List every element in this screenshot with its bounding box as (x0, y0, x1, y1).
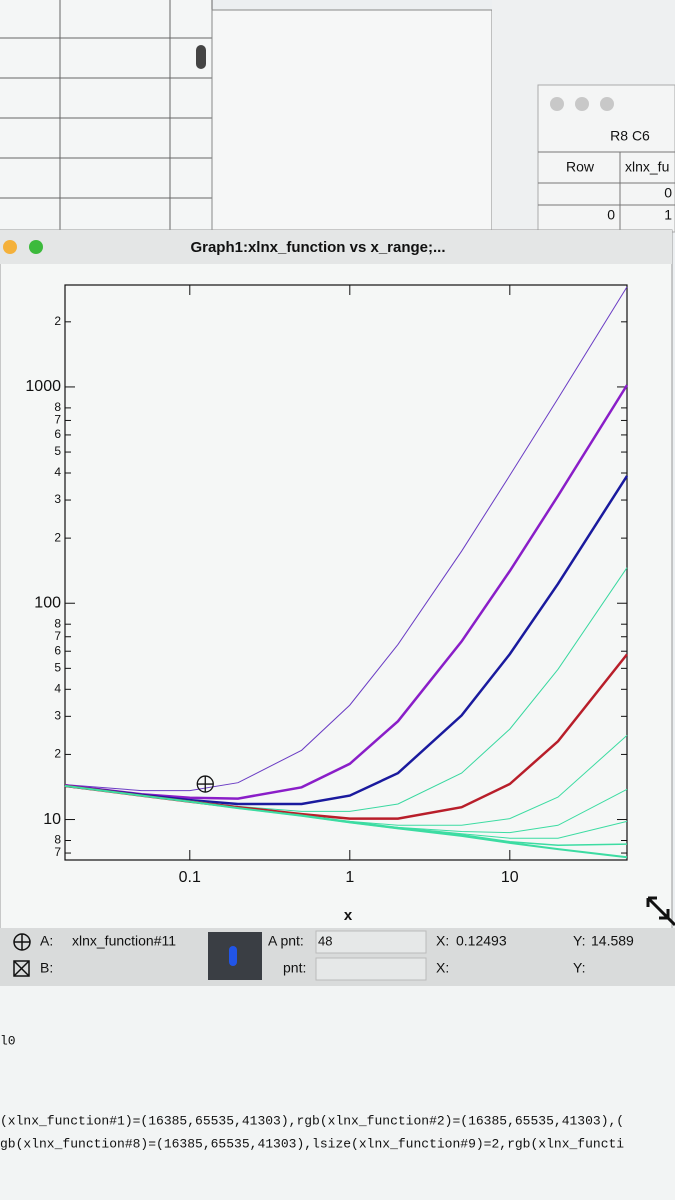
x-tick-label: 1 (345, 869, 354, 886)
series-line (64, 286, 628, 792)
y-tick-label: 2 (54, 747, 61, 761)
slider-thumb[interactable] (229, 946, 237, 966)
plot-frame (64, 284, 628, 861)
cell: 0 (607, 207, 615, 223)
background-window (211, 9, 493, 233)
y-tick-label: 1000 (25, 378, 61, 395)
y-tick-label: 3 (54, 492, 61, 506)
y-tick-label: 7 (54, 845, 61, 859)
cursor-b-icon[interactable] (13, 960, 30, 977)
b-y-label: Y: (573, 960, 585, 976)
series-line (64, 384, 629, 800)
cursor-b-label: B: (40, 960, 53, 976)
command-line: (xlnx_function#1)=(16385,65535,41303),rg… (0, 1113, 624, 1128)
x-tick-label: 0.1 (179, 869, 201, 886)
graph-window (0, 229, 673, 931)
a-x-label: X: (436, 933, 449, 949)
resize-handle[interactable] (646, 896, 675, 927)
title-bar (0, 230, 672, 264)
y-tick-label: 3 (54, 709, 61, 723)
column-header: Row (566, 159, 595, 175)
column-header: xlnx_fu (625, 159, 669, 175)
y-tick-label: 8 (54, 616, 61, 630)
window-button[interactable] (600, 97, 614, 111)
y-tick-label: 6 (54, 427, 61, 441)
pnt-field[interactable] (315, 957, 427, 981)
command-line: l0 (0, 1033, 16, 1048)
y-tick-label: 10 (43, 811, 61, 828)
a-y-label: Y: (573, 933, 585, 949)
y-tick-label: 7 (54, 413, 61, 427)
y-tick-label: 100 (34, 594, 61, 611)
y-tick-label: 6 (54, 643, 61, 657)
command-line: gb(xlnx_function#8)=(16385,65535,41303),… (0, 1136, 624, 1151)
window-title: Graph1:xlnx_function vs x_range;... (190, 239, 445, 256)
b-pnt-label: pnt: (283, 960, 306, 976)
cursor-a-cross (197, 776, 214, 793)
cursor-a-trace: xlnx_function#11 (72, 933, 176, 949)
cursor-a-label: A: (40, 933, 53, 949)
pnt-field[interactable] (315, 930, 427, 954)
y-tick-label: 5 (54, 444, 61, 458)
a-pnt-value: 48 (318, 933, 332, 948)
y-tick-label: 5 (54, 661, 61, 675)
zoom-button[interactable] (29, 240, 43, 254)
series-line (64, 784, 628, 859)
a-x-value: 0.12493 (456, 933, 507, 949)
window-button[interactable] (575, 97, 589, 111)
b-x-label: X: (436, 960, 449, 976)
y-tick-label: 4 (54, 465, 61, 479)
y-tick-label: 2 (54, 530, 61, 544)
small-table-grid (538, 151, 675, 232)
y-tick-label: 8 (54, 400, 61, 414)
x-tick-label: 10 (501, 869, 519, 886)
table-background (0, 0, 212, 232)
cursor-b-icon-cross (13, 960, 30, 977)
cell-ref: R8 C6 (610, 128, 650, 144)
y-tick-label: 8 (54, 833, 61, 847)
cursor-a-icon-cross (14, 934, 30, 950)
cell: 0 (664, 185, 672, 201)
y-tick-label: 7 (54, 629, 61, 643)
y-tick-label: 4 (54, 681, 61, 695)
a-y-value: 14.589 (591, 933, 634, 949)
scroll-thumb (196, 45, 206, 69)
window-button[interactable] (550, 97, 564, 111)
command-window (0, 986, 675, 1200)
minimize-button[interactable] (3, 240, 17, 254)
y-tick-label: 2 (54, 314, 61, 328)
a-pnt-label: A pnt: (268, 933, 304, 949)
x-axis-label: x (344, 907, 353, 924)
cell: 1 (664, 207, 672, 223)
